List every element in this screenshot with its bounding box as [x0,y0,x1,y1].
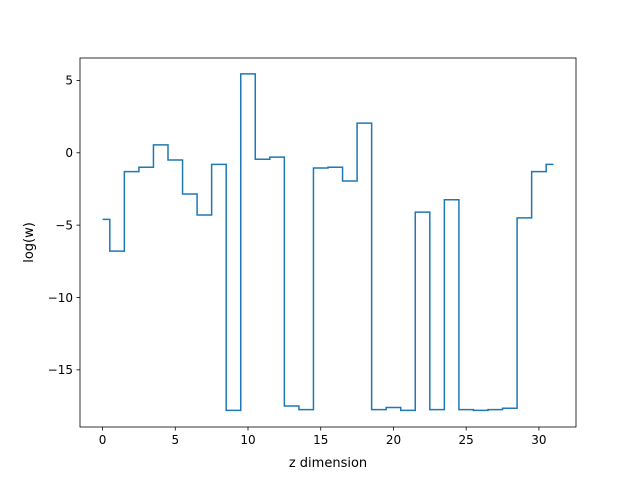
x-tick-label: 25 [459,433,474,447]
y-tick-label: 0 [65,146,73,160]
x-tick-label: 5 [171,433,179,447]
y-axis-ticks: 5 0 −5 −10 −15 [48,74,80,377]
x-axis-label: z dimension [289,456,367,471]
series-layer [102,73,554,412]
y-tick-label: −10 [48,291,73,305]
series-line-0 [102,73,554,412]
x-axis-ticks: 0 5 10 15 20 25 30 [99,427,547,447]
plot-area [80,58,576,427]
x-tick-label: 30 [531,433,546,447]
x-tick-label: 15 [313,433,328,447]
plot-frame [79,57,577,428]
y-tick-label: −15 [48,363,73,377]
y-axis-label: log(w) [22,222,37,263]
x-tick-label: 0 [99,433,107,447]
y-tick-label: 5 [65,74,73,88]
x-tick-label: 20 [386,433,401,447]
x-tick-label: 10 [240,433,255,447]
y-tick-label: −5 [55,218,73,232]
